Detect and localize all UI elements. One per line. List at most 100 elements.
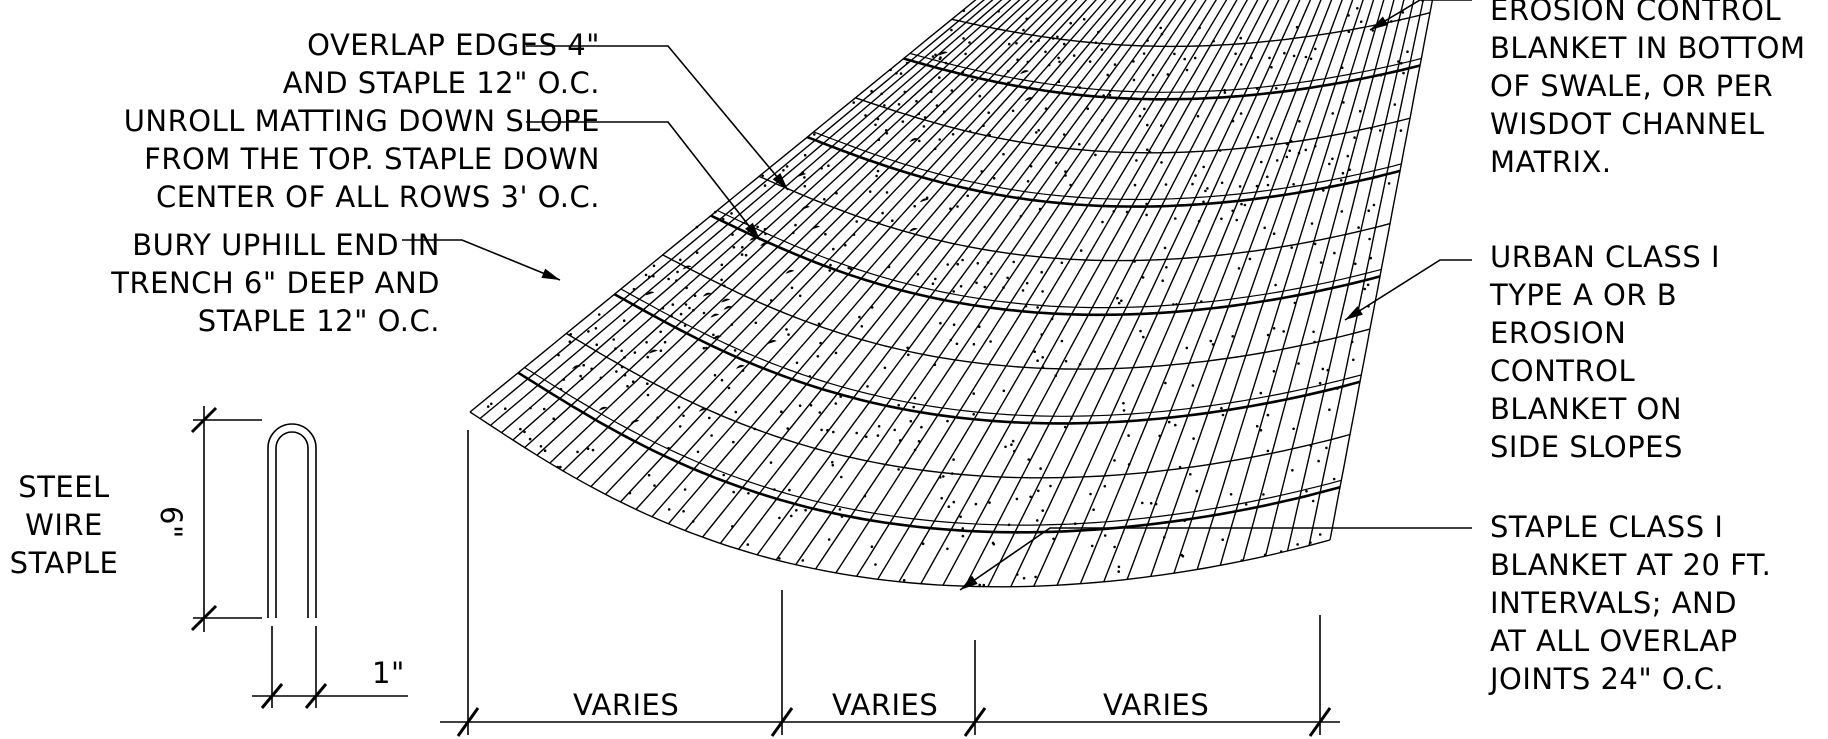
stipple-dot (1166, 73, 1170, 76)
stipple-dot (875, 174, 878, 178)
mesh-column-line (635, 0, 1097, 510)
leader-swale-blanket (1369, 0, 1472, 31)
stipple-dot (1141, 501, 1144, 505)
stipple-dot (839, 395, 842, 398)
stipple-dot (1191, 182, 1194, 186)
stipple-dot (682, 414, 685, 418)
note-swale-blanket: EROSION CONTROL BLANKET IN BOTTOM OF SWA… (1490, 0, 1806, 179)
stipple-dot (1250, 56, 1253, 60)
stipple-dot (1034, 575, 1037, 579)
stipple-dot (1256, 136, 1260, 139)
stipple-dot (1132, 60, 1135, 63)
mesh-column-line (719, 0, 1147, 544)
stipple-dot (899, 72, 903, 75)
stipple-dot (934, 277, 937, 281)
stipple-dot (676, 270, 679, 274)
stipple-dot (989, 340, 992, 343)
stipple-dot (903, 90, 907, 94)
stipple-dot (949, 207, 952, 210)
leader-staple-class (959, 527, 1472, 591)
stipple-dot (938, 138, 941, 141)
stipple-dot (1078, 86, 1082, 89)
stipple-dot (615, 370, 618, 373)
stipple-dot (702, 311, 706, 315)
stipple-dot (959, 285, 963, 288)
stipple-dot (931, 55, 935, 58)
stipple-dot (838, 508, 842, 511)
stipple-dot (612, 338, 615, 341)
stipple-dot (1078, 142, 1081, 146)
stipple-dot (746, 543, 750, 546)
mesh-column-line (490, 0, 994, 426)
stipple-dot (1197, 220, 1201, 223)
stipple-dot (1321, 367, 1325, 371)
stipple-dot (1026, 180, 1030, 183)
stipple-dot (920, 425, 923, 429)
stipple-dot (922, 125, 926, 128)
stipple-dot (569, 333, 572, 336)
stipple-dot (955, 342, 959, 346)
staple-mark (938, 51, 948, 56)
stipple-dot (1293, 301, 1297, 305)
stipple-dot (827, 164, 830, 167)
stipple-dot (1127, 463, 1131, 466)
stipple-dot (1189, 473, 1192, 476)
stipple-dot (1010, 443, 1013, 447)
stipple-dot (1148, 151, 1152, 154)
stipple-dot (1054, 161, 1058, 164)
stipple-dot (1007, 81, 1010, 85)
stipple-dot (978, 325, 981, 329)
stipple-dot (966, 194, 969, 198)
stipple-dot (1297, 151, 1301, 155)
stipple-dot (720, 378, 724, 382)
stipple-dot (1304, 148, 1308, 152)
stipple-dot (1027, 458, 1030, 461)
stipple-dot (1165, 266, 1168, 269)
mesh-column-line (1056, 0, 1312, 586)
stipple-dot (1054, 374, 1057, 378)
stipple-dot (594, 327, 598, 330)
stipple-dot (1235, 218, 1238, 222)
mesh-column-line (1196, 0, 1375, 570)
stipple-dot (1026, 60, 1030, 64)
stipple-dot (769, 461, 773, 464)
leader-swale-blanket-arrow (1370, 16, 1389, 30)
stipple-dot (675, 279, 678, 282)
staple-mark (702, 292, 712, 297)
stipple-dot (528, 437, 532, 441)
stipple-dot (1113, 63, 1117, 66)
stipple-dot (1106, 73, 1109, 77)
stipple-dot (1193, 56, 1197, 60)
staple-mark (785, 269, 795, 274)
stipple-dot (1158, 434, 1161, 438)
stipple-dot (1102, 94, 1105, 97)
stipple-dot (1017, 196, 1020, 199)
stipple-dot (490, 402, 493, 406)
stipple-dot (1103, 534, 1107, 537)
stipple-dot (652, 274, 655, 278)
stipple-dot (782, 169, 785, 172)
stipple-dot (628, 491, 632, 495)
stipple-dot (1116, 296, 1119, 300)
stipple-dot (1309, 444, 1313, 448)
stipple-dot (1342, 101, 1345, 104)
stipple-dot (1313, 242, 1317, 246)
mesh-column-line (1329, 0, 1434, 541)
mesh-column-line (1010, 0, 1290, 588)
stipple-dot (1223, 88, 1226, 92)
stipple-dot (933, 147, 937, 151)
stipple-dot (988, 133, 991, 137)
mesh-column-line (942, 0, 1259, 586)
stipple-dot (763, 184, 767, 187)
stipple-dot (820, 428, 823, 432)
stipple-dot (829, 145, 832, 149)
stipple-dot (952, 290, 955, 293)
stipple-dot (663, 340, 667, 344)
stipple-dot (1198, 26, 1201, 30)
stipple-dot (956, 205, 959, 208)
stipple-dot (786, 427, 789, 430)
stipple-dot (884, 129, 888, 132)
stipple-dot (1037, 39, 1040, 42)
stipple-dot (905, 61, 909, 65)
stipple-dot (1113, 459, 1116, 462)
